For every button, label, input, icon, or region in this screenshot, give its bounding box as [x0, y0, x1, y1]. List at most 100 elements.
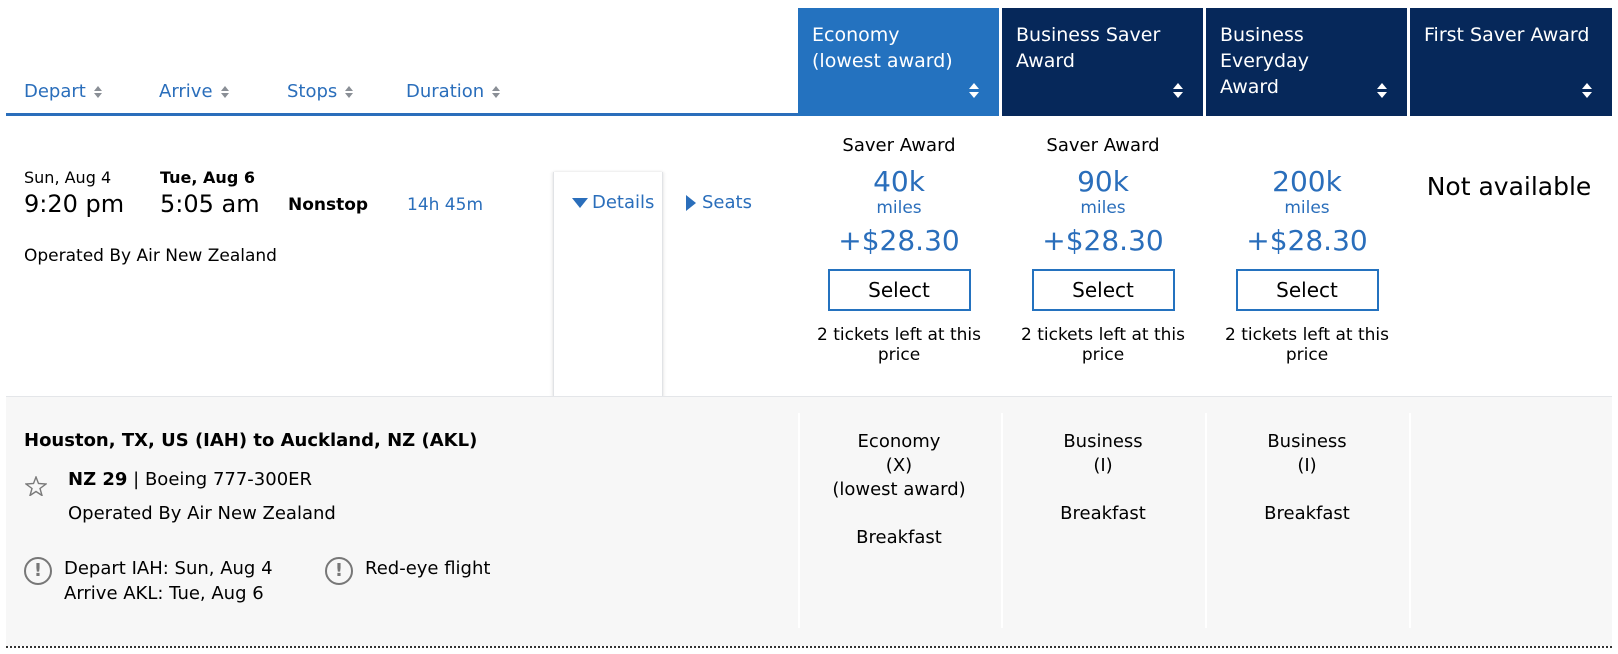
fare-header-subtitle: (lowest award): [812, 50, 953, 72]
sort-arrive-label: Arrive: [159, 81, 213, 102]
alert-icon: !: [325, 557, 353, 585]
miles-value: 90k: [1077, 165, 1129, 198]
seats-toggle[interactable]: Seats: [686, 192, 752, 213]
tax-value: +$28.30: [1042, 224, 1164, 257]
arrive-time: 5:05 am: [160, 190, 260, 218]
cabin-note: (lowest award): [832, 479, 966, 500]
fare-header-title: First Saver Award: [1424, 24, 1590, 46]
booking-class: (I): [1093, 455, 1113, 476]
depart-date: Sun, Aug 4: [24, 168, 112, 187]
award-type: Saver Award: [842, 135, 956, 156]
route-title: Houston, TX, US (IAH) to Auckland, NZ (A…: [24, 430, 478, 451]
fare-header-subtitle: Award: [1220, 76, 1279, 98]
fare-cell-business-everyday: 200k miles +$28.30 Select 2 tickets left…: [1208, 133, 1406, 365]
cabin-info-business-everyday: Business (I) Breakfast: [1208, 430, 1406, 526]
first-saver-status: Not available: [1426, 172, 1592, 201]
booking-class: (I): [1297, 455, 1317, 476]
sort-arrows-icon: [492, 85, 501, 98]
sort-arrows-icon: [969, 83, 979, 98]
duration-value: 14h 45m: [407, 195, 484, 215]
tickets-left-line: 2 tickets left at this: [1224, 325, 1390, 345]
details-tab: [553, 172, 663, 398]
sort-arrows-icon: [93, 85, 102, 98]
meal-service: Breakfast: [1060, 503, 1146, 524]
alert-icon: !: [24, 557, 52, 585]
depart-time: 9:20 pm: [24, 190, 125, 218]
fare-header-economy[interactable]: Economy (lowest award): [798, 8, 999, 116]
fare-header-subtitle: Award: [1016, 50, 1075, 72]
operated-by: Operated By Air New Zealand: [24, 246, 277, 266]
column-divider: [1001, 413, 1003, 628]
select-button[interactable]: Select: [1235, 269, 1379, 311]
alert-arrive: Arrive AKL: Tue, Aug 6: [64, 583, 264, 604]
booking-class: (X): [885, 455, 913, 476]
sort-arrows-icon: [1377, 83, 1387, 98]
tickets-left: 2 tickets left at this price: [800, 325, 998, 365]
fare-header-business-saver[interactable]: Business Saver Award: [1002, 8, 1203, 116]
tickets-left-line: 2 tickets left at this: [816, 325, 982, 345]
miles-unit: miles: [1080, 198, 1126, 218]
fare-header-title: Economy: [812, 24, 900, 46]
sort-arrows-icon: [1582, 83, 1592, 98]
miles-unit: miles: [1284, 198, 1330, 218]
details-operated-by: Operated By Air New Zealand: [68, 503, 336, 524]
cabin-name: Economy: [857, 431, 941, 452]
flight-details-panel: [6, 396, 1612, 646]
sort-duration-label: Duration: [406, 81, 485, 102]
sort-duration[interactable]: Duration: [406, 81, 501, 102]
cabin-name: Business: [1063, 431, 1143, 452]
award-type: [1208, 133, 1406, 165]
cabin-info-business-saver: Business (I) Breakfast: [1004, 430, 1202, 526]
select-button[interactable]: Select: [1031, 269, 1175, 311]
tickets-left-line: price: [1081, 345, 1125, 365]
column-divider: [798, 413, 800, 628]
air-new-zealand-logo-icon: [24, 475, 48, 500]
sort-stops-label: Stops: [287, 81, 338, 102]
tickets-left: 2 tickets left at this price: [1004, 325, 1202, 365]
flight-info-separator: |: [127, 469, 145, 490]
fare-header-title: Business Everyday: [1220, 24, 1309, 72]
sort-arrows-icon: [220, 85, 229, 98]
miles-unit: miles: [876, 198, 922, 218]
column-divider: [1409, 413, 1411, 628]
tickets-left: 2 tickets left at this price: [1208, 325, 1406, 365]
alert-depart: Depart IAH: Sun, Aug 4: [64, 558, 273, 579]
caret-down-icon: [572, 197, 588, 208]
stops-value: Nonstop: [288, 195, 369, 215]
panel-bottom-border: [6, 646, 1612, 648]
tax-value: +$28.30: [838, 224, 960, 257]
tickets-left-line: price: [1285, 345, 1329, 365]
fare-header-business-everyday[interactable]: Business Everyday Award: [1206, 8, 1407, 116]
meal-service: Breakfast: [856, 527, 942, 548]
caret-right-icon: [686, 194, 696, 211]
award-type: Saver Award: [1046, 135, 1160, 156]
fare-header-first-saver[interactable]: First Saver Award: [1410, 8, 1612, 116]
select-button[interactable]: Select: [827, 269, 971, 311]
fare-header-title: Business Saver: [1016, 24, 1161, 46]
sort-arrive[interactable]: Arrive: [159, 81, 229, 102]
date-change-alert: Depart IAH: Sun, Aug 4 Arrive AKL: Tue, …: [64, 556, 273, 606]
miles-value: 40k: [873, 165, 925, 198]
cabin-info-economy: Economy (X) (lowest award) Breakfast: [800, 430, 998, 550]
meal-service: Breakfast: [1264, 503, 1350, 524]
sort-depart[interactable]: Depart: [24, 81, 102, 102]
redeye-alert: Red-eye flight: [365, 558, 491, 579]
header-rule: [6, 113, 799, 116]
aircraft-type: Boeing 777-300ER: [144, 469, 313, 490]
tickets-left-line: 2 tickets left at this: [1020, 325, 1186, 345]
flight-number: NZ 29: [68, 469, 128, 490]
seats-label: Seats: [702, 192, 752, 213]
tax-value: +$28.30: [1246, 224, 1368, 257]
sort-stops[interactable]: Stops: [287, 81, 354, 102]
arrive-date: Tue, Aug 6: [160, 168, 255, 187]
fare-cell-business-saver: Saver Award 90k miles +$28.30 Select 2 t…: [1004, 133, 1202, 365]
tickets-left-line: price: [877, 345, 921, 365]
column-divider: [1205, 413, 1207, 628]
sort-arrows-icon: [1173, 83, 1183, 98]
cabin-name: Business: [1267, 431, 1347, 452]
details-toggle[interactable]: Details: [572, 192, 654, 213]
details-label: Details: [592, 192, 655, 213]
fare-cell-economy: Saver Award 40k miles +$28.30 Select 2 t…: [800, 133, 998, 365]
miles-value: 200k: [1272, 165, 1342, 198]
sort-depart-label: Depart: [24, 81, 86, 102]
